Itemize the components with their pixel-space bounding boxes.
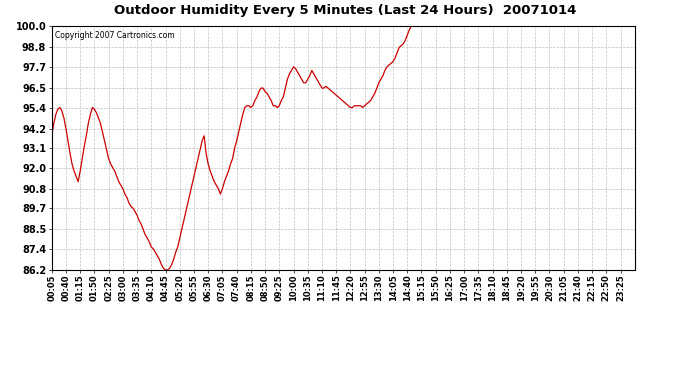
Text: Outdoor Humidity Every 5 Minutes (Last 24 Hours)  20071014: Outdoor Humidity Every 5 Minutes (Last 2… xyxy=(114,4,576,17)
Text: Copyright 2007 Cartronics.com: Copyright 2007 Cartronics.com xyxy=(55,31,175,40)
